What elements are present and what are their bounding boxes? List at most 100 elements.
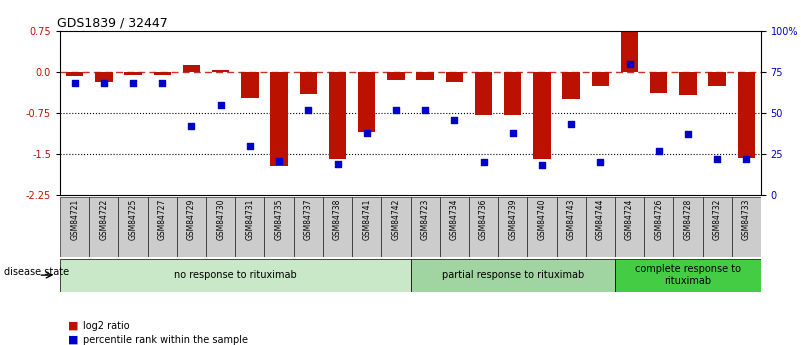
Text: GSM84731: GSM84731 — [245, 198, 255, 240]
Bar — [177, 197, 206, 257]
Point — [682, 131, 694, 137]
Text: GSM84730: GSM84730 — [216, 198, 225, 240]
Text: GDS1839 / 32447: GDS1839 / 32447 — [57, 17, 167, 30]
Bar — [294, 197, 323, 257]
Bar — [417, 72, 434, 80]
Bar — [60, 197, 89, 257]
Bar — [592, 72, 609, 86]
Bar — [475, 72, 493, 115]
Bar — [738, 72, 755, 158]
Bar — [469, 197, 498, 257]
Point — [652, 148, 665, 154]
Bar — [410, 197, 440, 257]
Point — [740, 156, 753, 161]
Point — [565, 122, 578, 127]
Bar — [621, 27, 638, 72]
Text: partial response to rituximab: partial response to rituximab — [441, 270, 584, 280]
Point — [156, 81, 169, 86]
Bar — [270, 72, 288, 166]
Bar — [708, 72, 726, 86]
Bar — [241, 72, 259, 98]
Bar — [264, 197, 294, 257]
Point — [331, 161, 344, 167]
Text: GSM84734: GSM84734 — [450, 198, 459, 240]
Point — [448, 117, 461, 122]
Bar — [586, 197, 615, 257]
Bar — [674, 197, 702, 257]
Bar — [644, 197, 674, 257]
Bar — [615, 197, 644, 257]
Bar — [300, 72, 317, 94]
Text: GSM84733: GSM84733 — [742, 198, 751, 240]
Bar — [557, 197, 586, 257]
Point — [244, 143, 256, 149]
Bar — [410, 259, 615, 292]
Bar — [679, 72, 697, 95]
Bar — [60, 259, 410, 292]
Bar — [235, 197, 264, 257]
Text: GSM84737: GSM84737 — [304, 198, 313, 240]
Point — [477, 159, 490, 165]
Text: complete response to
rituximab: complete response to rituximab — [635, 264, 741, 286]
Point — [360, 130, 373, 135]
Text: GSM84732: GSM84732 — [713, 198, 722, 240]
Bar — [352, 197, 381, 257]
Text: GSM84721: GSM84721 — [70, 198, 79, 240]
Bar — [89, 197, 119, 257]
Text: GSM84741: GSM84741 — [362, 198, 371, 240]
Text: GSM84743: GSM84743 — [566, 198, 576, 240]
Text: GSM84729: GSM84729 — [187, 198, 196, 240]
Bar — [615, 259, 761, 292]
Text: log2 ratio: log2 ratio — [83, 321, 129, 331]
Point — [623, 61, 636, 67]
Point — [215, 102, 227, 108]
Bar — [323, 197, 352, 257]
Point — [272, 158, 285, 163]
Point — [536, 163, 549, 168]
Bar — [387, 72, 405, 80]
Text: disease state: disease state — [4, 267, 69, 277]
Bar — [95, 72, 113, 82]
Bar — [732, 197, 761, 257]
Bar — [154, 72, 171, 75]
Bar — [358, 72, 376, 132]
Bar — [498, 197, 527, 257]
Point — [127, 81, 139, 86]
Bar — [533, 72, 550, 159]
Text: GSM84724: GSM84724 — [625, 198, 634, 240]
Text: GSM84735: GSM84735 — [275, 198, 284, 240]
Point — [710, 156, 723, 161]
Text: GSM84739: GSM84739 — [508, 198, 517, 240]
Text: GSM84727: GSM84727 — [158, 198, 167, 240]
Text: GSM84726: GSM84726 — [654, 198, 663, 240]
Bar — [183, 65, 200, 72]
Bar — [119, 197, 147, 257]
Bar — [650, 72, 667, 93]
Text: GSM84740: GSM84740 — [537, 198, 546, 240]
Text: ■: ■ — [68, 335, 78, 345]
Bar — [702, 197, 732, 257]
Text: GSM84725: GSM84725 — [129, 198, 138, 240]
Point — [389, 107, 402, 112]
Point — [98, 81, 111, 86]
Bar — [504, 72, 521, 115]
Text: percentile rank within the sample: percentile rank within the sample — [83, 335, 248, 345]
Point — [419, 107, 432, 112]
Point — [185, 124, 198, 129]
Text: GSM84744: GSM84744 — [596, 198, 605, 240]
Text: no response to rituximab: no response to rituximab — [174, 270, 296, 280]
Bar — [381, 197, 410, 257]
Point — [594, 159, 606, 165]
Bar — [445, 72, 463, 82]
Text: GSM84738: GSM84738 — [333, 198, 342, 240]
Bar — [66, 72, 83, 76]
Bar — [527, 197, 557, 257]
Text: GSM84722: GSM84722 — [99, 198, 108, 240]
Bar — [147, 197, 177, 257]
Point — [68, 81, 81, 86]
Bar — [212, 70, 229, 72]
Text: ■: ■ — [68, 321, 78, 331]
Point — [302, 107, 315, 112]
Point — [506, 130, 519, 135]
Text: GSM84728: GSM84728 — [683, 198, 692, 240]
